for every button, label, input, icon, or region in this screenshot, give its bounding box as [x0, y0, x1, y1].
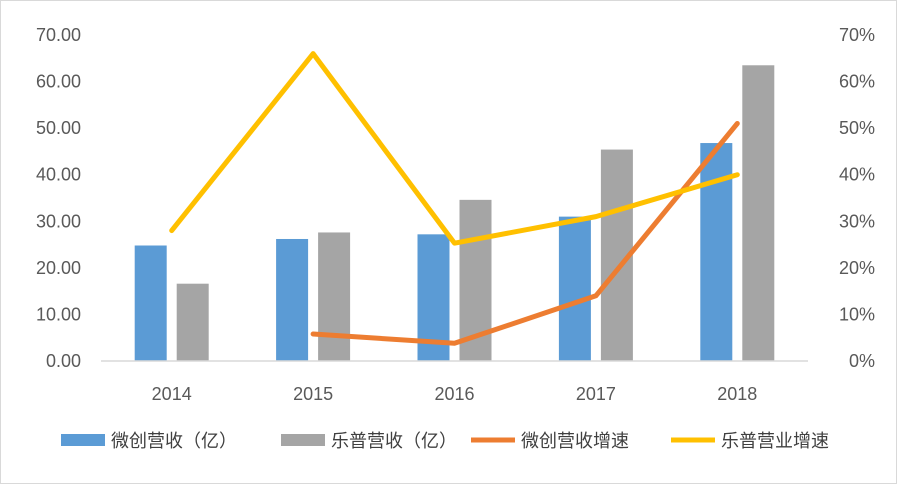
right-axis-tick-label: 20%	[839, 258, 875, 278]
left-axis-tick-label: 10.00	[36, 304, 81, 324]
bar-weichuang-revenue	[276, 238, 309, 361]
left-axis-tick-label: 70.00	[36, 25, 81, 45]
left-axis-tick-label: 0.00	[46, 351, 81, 371]
legend-label: 微创营收（亿）	[111, 431, 237, 452]
right-axis-tick-label: 0%	[849, 351, 875, 371]
bar-lepu-revenue	[742, 65, 775, 362]
x-axis-tick-label: 2018	[717, 384, 757, 404]
left-axis-tick-label: 30.00	[36, 211, 81, 231]
x-axis-tick-label: 2014	[152, 384, 192, 404]
left-axis-tick-label: 20.00	[36, 258, 81, 278]
right-axis-tick-label: 70%	[839, 25, 875, 45]
legend-label: 乐普营收（亿）	[331, 431, 457, 452]
x-axis-tick-label: 2015	[293, 384, 333, 404]
x-axis-tick-label: 2016	[434, 384, 474, 404]
legend-swatch	[281, 434, 325, 446]
right-axis-tick-label: 50%	[839, 118, 875, 138]
legend-label: 乐普营业增速	[721, 431, 829, 452]
bar-weichuang-revenue	[134, 245, 167, 361]
left-axis-tick-label: 60.00	[36, 72, 81, 92]
line-lepu-growth	[169, 51, 740, 246]
left-axis-tick-label: 50.00	[36, 118, 81, 138]
left-axis-tick-label: 40.00	[36, 165, 81, 185]
right-axis-tick-label: 40%	[839, 165, 875, 185]
right-axis-tick-label: 60%	[839, 72, 875, 92]
legend-label: 微创营收增速	[521, 431, 629, 452]
bar-lepu-revenue	[176, 283, 209, 361]
legend-swatch	[61, 434, 105, 446]
x-axis-tick-label: 2017	[576, 384, 616, 404]
right-axis-tick-label: 30%	[839, 211, 875, 231]
line-weichuang-growth	[310, 120, 740, 346]
bar-lepu-revenue	[318, 232, 351, 361]
bar-weichuang-revenue	[558, 216, 591, 361]
right-axis-tick-label: 10%	[839, 304, 875, 324]
